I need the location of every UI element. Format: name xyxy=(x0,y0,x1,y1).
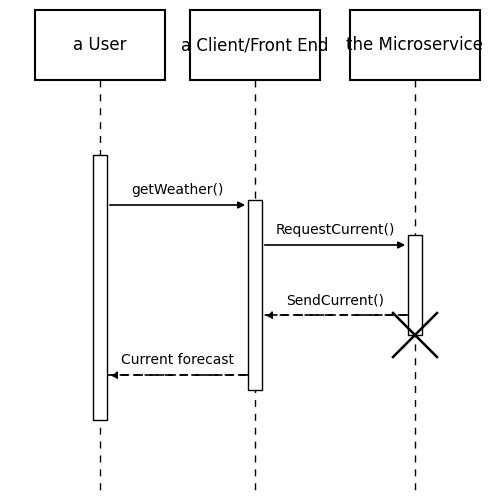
Text: a User: a User xyxy=(73,36,127,54)
Bar xyxy=(35,10,165,80)
Bar xyxy=(350,10,480,80)
Text: a Client/Front End: a Client/Front End xyxy=(181,36,329,54)
Text: SendCurrent(): SendCurrent() xyxy=(286,293,384,307)
Bar xyxy=(248,200,262,390)
Bar xyxy=(408,235,422,335)
Bar xyxy=(93,155,107,420)
Text: the Microservice: the Microservice xyxy=(346,36,484,54)
Text: getWeather(): getWeather() xyxy=(132,183,224,197)
Text: RequestCurrent(): RequestCurrent() xyxy=(276,223,394,237)
Text: Current forecast: Current forecast xyxy=(121,353,234,367)
Bar xyxy=(190,10,320,80)
